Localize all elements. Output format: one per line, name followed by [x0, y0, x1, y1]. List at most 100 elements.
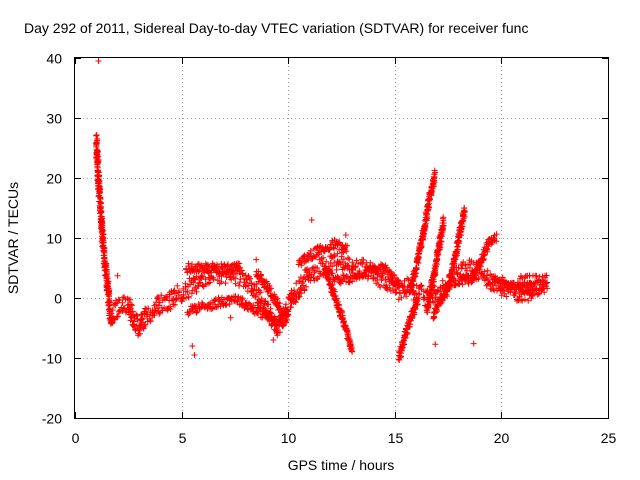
data-point — [106, 298, 113, 305]
data-point — [141, 323, 148, 330]
data-point — [138, 316, 145, 323]
data-point — [112, 300, 119, 307]
data-point — [450, 264, 457, 271]
data-point — [493, 282, 500, 289]
data-point — [431, 174, 438, 181]
data-point — [214, 277, 221, 284]
data-point — [189, 343, 196, 349]
data-point — [192, 276, 199, 283]
data-point — [226, 301, 233, 308]
data-point — [298, 290, 305, 297]
data-point — [95, 58, 102, 64]
data-point — [271, 313, 278, 320]
data-point — [273, 330, 280, 337]
data-point — [493, 238, 500, 245]
data-point — [151, 308, 158, 315]
data-point — [416, 248, 423, 255]
data-point — [183, 294, 189, 301]
data-point — [127, 301, 134, 308]
data-point — [440, 222, 447, 229]
x-axis-title: GPS time / hours — [288, 457, 395, 473]
data-point — [104, 280, 111, 287]
data-point — [250, 290, 257, 297]
data-point — [268, 285, 274, 292]
data-point — [305, 267, 312, 274]
data-point — [193, 288, 200, 295]
data-point — [398, 294, 405, 301]
data-point — [109, 307, 116, 313]
data-point — [502, 280, 509, 287]
data-point — [213, 263, 220, 270]
data-point — [387, 268, 394, 275]
data-point — [382, 276, 389, 283]
data-point — [414, 298, 421, 305]
data-point — [96, 172, 102, 179]
data-point — [467, 261, 474, 268]
x-tick-label: 15 — [388, 430, 404, 446]
data-point — [459, 281, 466, 288]
data-point — [535, 290, 542, 297]
data-point — [418, 242, 425, 249]
data-point — [486, 280, 492, 287]
data-point — [222, 280, 229, 287]
data-point — [503, 293, 510, 300]
data-point — [235, 260, 242, 267]
data-point — [412, 270, 419, 276]
data-point — [116, 297, 123, 304]
data-point — [426, 196, 433, 203]
data-point — [185, 293, 192, 300]
data-point — [258, 295, 265, 302]
data-point — [236, 269, 243, 275]
data-point — [465, 280, 472, 287]
x-tick-label: 10 — [281, 430, 297, 446]
data-point — [458, 265, 465, 272]
data-point — [247, 275, 254, 282]
data-point — [444, 287, 451, 294]
data-point — [265, 301, 272, 308]
data-point — [300, 282, 306, 289]
data-point — [544, 279, 551, 286]
data-point — [209, 274, 216, 281]
data-point — [331, 245, 338, 252]
data-point — [362, 272, 369, 279]
data-point — [257, 272, 264, 279]
data-point — [386, 285, 393, 291]
data-point — [432, 341, 439, 348]
data-point — [279, 321, 286, 328]
data-point — [216, 268, 223, 275]
data-point — [146, 317, 153, 324]
data-point — [323, 258, 330, 265]
data-point — [447, 278, 454, 285]
data-point — [544, 285, 551, 292]
data-point — [280, 322, 287, 329]
data-point — [340, 318, 347, 325]
chart-title: Day 292 of 2011, Sidereal Day-to-day VTE… — [24, 20, 528, 36]
data-point — [147, 318, 154, 325]
data-point — [210, 276, 217, 283]
data-point — [191, 302, 198, 309]
data-point — [360, 257, 367, 263]
data-point — [452, 277, 459, 284]
data-point — [129, 302, 136, 309]
data-point — [129, 308, 136, 315]
data-point — [257, 305, 264, 312]
x-tick-label: 0 — [72, 430, 80, 446]
data-point — [229, 266, 236, 273]
data-point — [171, 301, 178, 308]
data-point — [353, 257, 360, 264]
plot-frame — [74, 57, 609, 419]
data-point — [470, 340, 477, 347]
data-point — [272, 319, 279, 325]
data-point — [101, 245, 108, 251]
data-point — [374, 271, 381, 278]
data-point — [490, 286, 497, 293]
data-point — [437, 238, 444, 244]
data-point — [391, 271, 398, 278]
data-point — [277, 329, 283, 336]
data-point — [307, 247, 314, 254]
data-point — [257, 289, 264, 296]
data-point — [422, 222, 428, 228]
data-point — [343, 248, 350, 255]
data-point — [207, 269, 214, 276]
data-point — [171, 290, 178, 297]
